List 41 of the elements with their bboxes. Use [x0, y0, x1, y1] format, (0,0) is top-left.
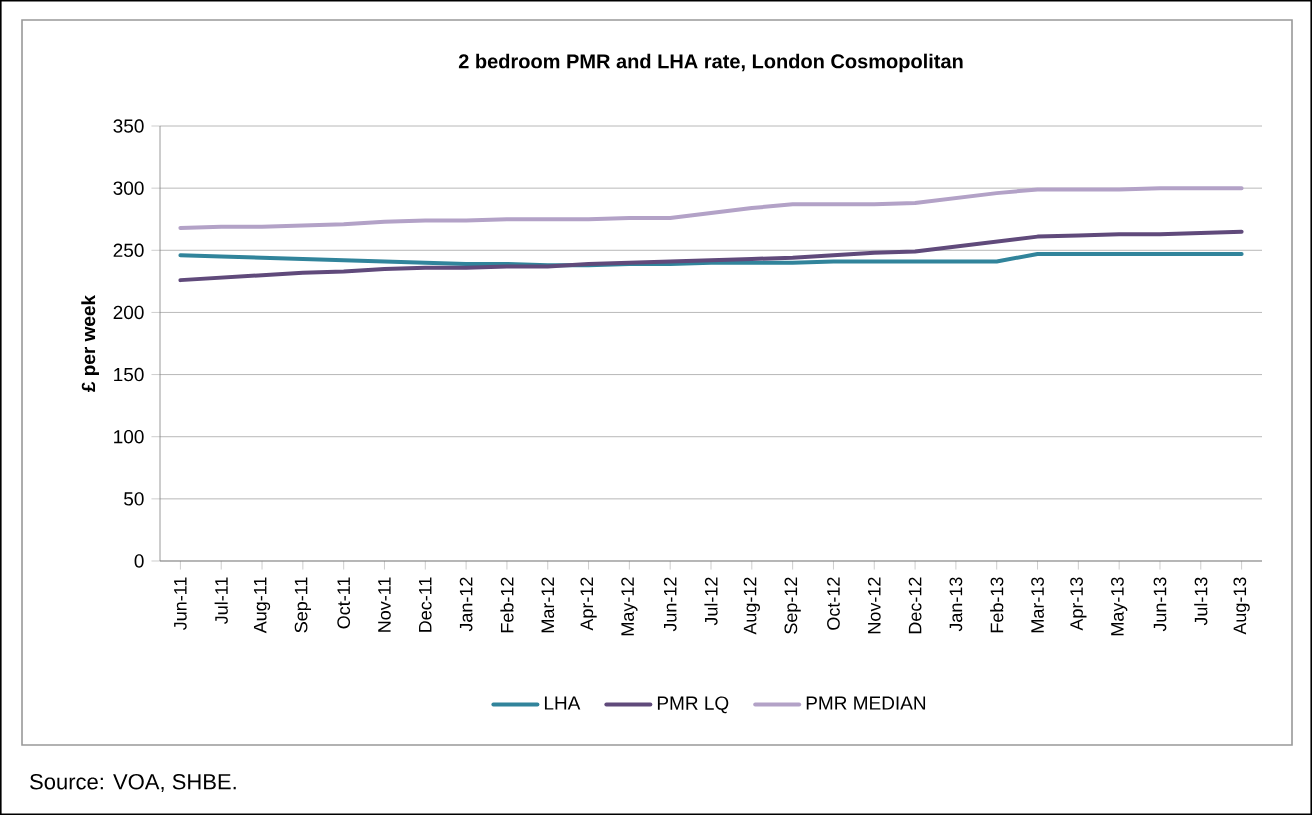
y-axis-title: £ per week	[81, 294, 99, 392]
legend-label: LHA	[544, 696, 581, 710]
x-tick-label: Nov-11	[378, 577, 391, 632]
x-tick-label: Aug-12	[743, 577, 760, 635]
x-tick-label: Jul-12	[704, 577, 718, 626]
x-tick-label: May-13	[1111, 577, 1128, 636]
x-tick-label: Apr-12	[580, 577, 597, 631]
x-tick-label: Apr-13	[1070, 577, 1087, 631]
x-tick-label: May-12	[621, 577, 638, 636]
x-tick-label: Mar-13	[1031, 577, 1044, 633]
x-tick-label: Jun-13	[1153, 577, 1167, 632]
x-tick-label: Jan-13	[949, 577, 963, 632]
x-tick-label: Jun-11	[174, 577, 187, 631]
y-tick-label: 100	[114, 429, 144, 444]
y-tick-label: 50	[124, 492, 144, 506]
y-tick-label: 300	[113, 181, 144, 195]
x-tick-label: Oct-11	[337, 577, 351, 629]
x-tick-label: Dec-12	[908, 577, 922, 634]
legend-label: PMR MEDIAN	[806, 696, 926, 710]
chart-title: 2 bedroom PMR and LHA rate, London Cosmopolitan	[458, 53, 963, 73]
x-tick-label: Sep-11	[294, 577, 312, 633]
y-tick-label: 250	[113, 243, 144, 258]
y-tick-label: 150	[114, 367, 144, 382]
x-tick-label: Nov-12	[867, 577, 881, 634]
y-tick-label: 0	[134, 554, 144, 568]
x-tick-label: Jul-11	[214, 577, 228, 625]
y-tick-label: 350	[113, 119, 144, 133]
x-tick-label: Jan-12	[459, 577, 473, 632]
x-tick-label: Aug-11	[253, 577, 271, 634]
x-tick-label: Feb-13	[990, 577, 1004, 633]
x-tick-label: Mar-12	[541, 577, 555, 633]
x-tick-label: Feb-12	[500, 577, 514, 633]
legend-label: PMR LQ	[657, 696, 729, 714]
source-note: Source: VOA, SHBE.	[30, 773, 236, 793]
x-tick-label: Sep-12	[784, 577, 801, 634]
x-tick-label: Aug-13	[1233, 577, 1250, 635]
x-tick-label: Dec-11	[419, 577, 432, 632]
x-tick-label: Jul-13	[1194, 577, 1208, 626]
x-tick-label: Oct-12	[827, 577, 840, 630]
y-tick-label: 200	[113, 305, 144, 320]
x-tick-label: Jun-12	[663, 577, 677, 632]
